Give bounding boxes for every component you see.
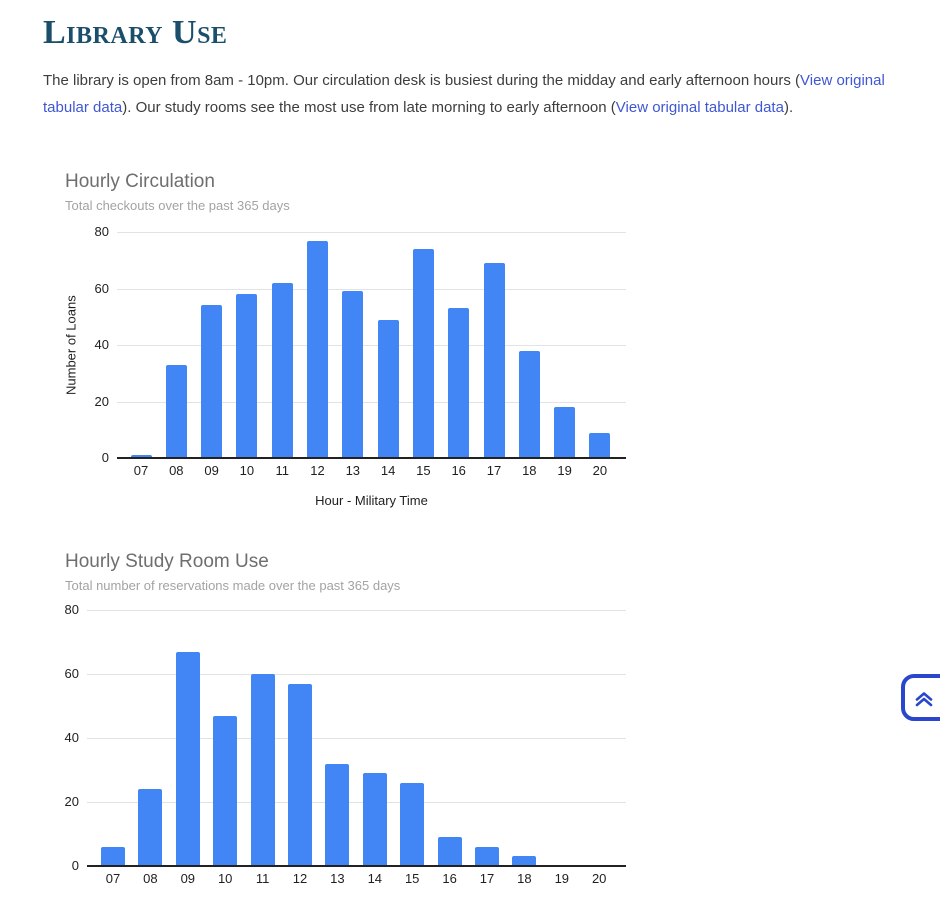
bar-18 <box>512 856 537 866</box>
bar-10 <box>213 715 238 866</box>
x-tick-label: 13 <box>330 871 345 886</box>
scroll-to-top-button[interactable] <box>901 674 940 721</box>
bar-12 <box>288 683 312 866</box>
bar-16 <box>437 837 462 866</box>
y-tick-label: 80 <box>94 224 109 239</box>
chart-subtitle: Total checkouts over the past 365 days <box>65 198 290 213</box>
main-content: Library Use The library is open from 8am… <box>0 0 940 121</box>
intro-text: The library is open from 8am - 10pm. Our… <box>43 72 801 89</box>
x-tick-label: 16 <box>451 463 466 478</box>
y-tick-label: 40 <box>64 730 79 745</box>
x-tick-label: 14 <box>367 871 383 886</box>
x-tick-label: 07 <box>105 871 121 886</box>
x-tick-label: 08 <box>143 871 158 886</box>
x-tick-label: 09 <box>204 463 219 478</box>
bar-14 <box>377 319 399 458</box>
intro-text: ). <box>783 99 794 116</box>
gridline <box>117 345 626 346</box>
x-tick-label: 16 <box>442 871 457 886</box>
x-axis-title: Hour - Military Time <box>315 493 428 508</box>
y-tick-label: 60 <box>94 280 109 296</box>
gridline <box>117 401 626 403</box>
bar-17 <box>475 846 499 866</box>
bar-10 <box>236 294 258 458</box>
gridline <box>87 738 626 739</box>
chart-subtitle: Total number of reservations made over t… <box>65 578 401 593</box>
x-tick-label: 17 <box>486 463 502 478</box>
bar-09 <box>175 651 200 866</box>
x-tick-label: 11 <box>275 463 289 478</box>
bar-15 <box>412 248 434 458</box>
x-tick-label: 18 <box>522 463 537 478</box>
bar-11 <box>271 282 293 458</box>
gridline <box>87 674 626 675</box>
y-tick-label: 80 <box>64 602 79 617</box>
bar-15 <box>400 782 425 866</box>
y-tick-label: 0 <box>101 450 109 465</box>
bar-18 <box>518 350 540 458</box>
x-tick-label: 17 <box>479 871 495 886</box>
bar-13 <box>325 763 350 866</box>
x-tick-label: 12 <box>310 463 325 478</box>
chart-title: Hourly Study Room Use <box>65 551 269 572</box>
x-tick-label: 18 <box>517 871 532 886</box>
view-tabular-data-link-study-rooms[interactable]: View original tabular data <box>615 99 784 116</box>
chart-title: Hourly Circulation <box>65 171 215 192</box>
plot-area <box>87 610 626 867</box>
x-tick-label: 20 <box>592 463 608 478</box>
y-tick-label: 20 <box>94 393 109 409</box>
x-tick-label: 13 <box>345 463 361 478</box>
gridline <box>87 802 626 803</box>
bar-17 <box>483 263 505 458</box>
plot-area <box>117 232 626 459</box>
bar-13 <box>342 291 364 458</box>
gridline <box>117 232 626 233</box>
intro-text: ). Our study rooms see the most use from… <box>122 99 616 116</box>
x-tick-label: 19 <box>557 463 572 478</box>
x-tick-label: 11 <box>255 871 270 886</box>
view-tabular-data-link-circulation[interactable]: View original tabular data <box>43 72 885 116</box>
bar-16 <box>448 308 470 458</box>
bar-19 <box>554 407 576 458</box>
x-tick-label: 08 <box>169 463 184 478</box>
y-tick-label: 20 <box>64 794 79 809</box>
x-tick-label: 10 <box>217 871 233 886</box>
bar-08 <box>138 789 163 866</box>
double-chevron-up-icon <box>913 687 935 709</box>
bar-12 <box>307 240 328 458</box>
x-tick-label: 15 <box>416 463 431 478</box>
gridline <box>117 288 626 290</box>
bar-09 <box>201 305 223 458</box>
y-tick-label: 60 <box>64 666 79 681</box>
bar-20 <box>589 432 611 458</box>
gridline <box>87 610 626 611</box>
x-tick-label: 07 <box>133 463 149 478</box>
bar-07 <box>101 846 125 866</box>
x-axis-line <box>87 865 626 867</box>
x-tick-label: 14 <box>380 463 396 478</box>
x-tick-label: 12 <box>292 871 308 886</box>
x-tick-label: 10 <box>239 463 255 478</box>
intro-paragraph: The library is open from 8am - 10pm. Our… <box>43 67 932 121</box>
x-tick-label: 15 <box>404 871 420 886</box>
bar-07 <box>130 455 152 458</box>
x-tick-label: 20 <box>591 871 607 886</box>
y-tick-label: 40 <box>94 337 109 352</box>
x-tick-label: 09 <box>180 871 196 886</box>
y-tick-label: 0 <box>71 858 79 873</box>
hourly-study-room-use-chart: Hourly Study Room Use Total number of re… <box>65 545 650 890</box>
bar-11 <box>250 674 275 866</box>
x-axis-line <box>117 457 626 459</box>
x-tick-label: 19 <box>554 871 570 886</box>
bar-08 <box>165 364 187 458</box>
bar-14 <box>362 773 387 866</box>
hourly-circulation-chart: Hourly Circulation Total checkouts over … <box>63 165 650 513</box>
y-axis-title: Number of Loans <box>63 295 79 395</box>
page-title: Library Use <box>43 14 228 51</box>
